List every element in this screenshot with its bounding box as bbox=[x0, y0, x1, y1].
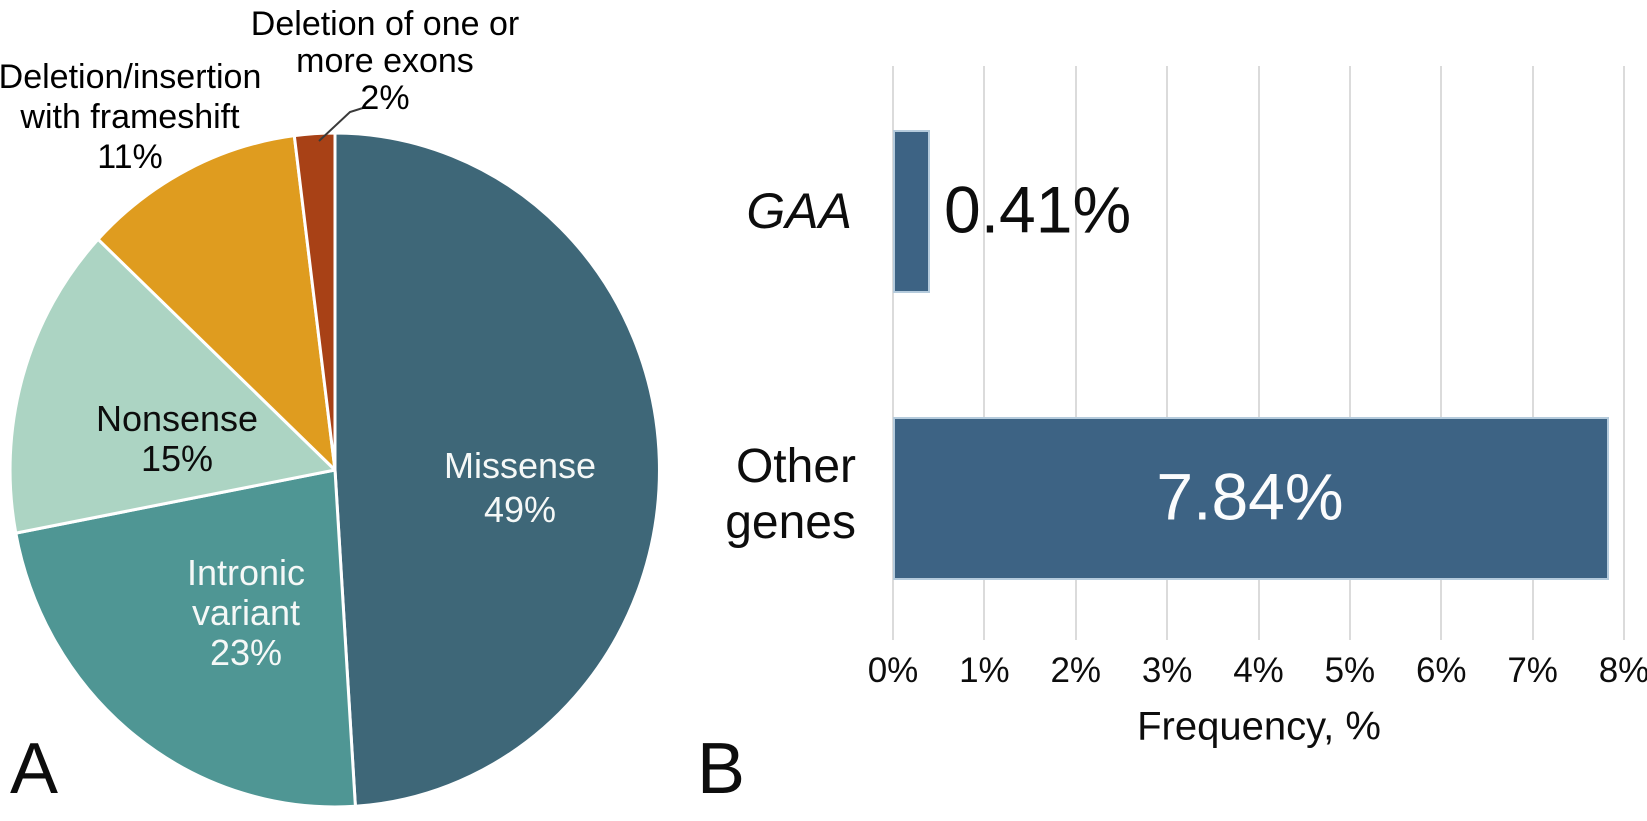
pie-label-line: Missense bbox=[443, 445, 597, 486]
x-tick-label: 0% bbox=[867, 651, 919, 690]
leader-line-2-percent bbox=[318, 106, 367, 142]
x-tick-label: 3% bbox=[1141, 651, 1193, 690]
gridline bbox=[1440, 66, 1443, 640]
pie-label-line: 2% bbox=[360, 79, 410, 117]
pie-slice-deletion-exons bbox=[292, 131, 337, 472]
pie-chart bbox=[8, 106, 661, 809]
gridline bbox=[1166, 66, 1169, 640]
x-tick-label: 1% bbox=[959, 651, 1010, 690]
panel-b-label: B bbox=[697, 729, 746, 809]
x-tick-label: 4% bbox=[1233, 651, 1284, 690]
pie-label-nonsense: Nonsense 15% bbox=[96, 399, 258, 479]
bar-other-genes bbox=[893, 416, 1610, 580]
category-label-other-genes: Other genes bbox=[725, 439, 856, 551]
pie-label-line: Intronic bbox=[186, 552, 306, 593]
x-tick-label: 6% bbox=[1415, 651, 1467, 690]
gridline bbox=[983, 66, 986, 640]
value-label-gaa: 0.41% bbox=[944, 172, 1132, 247]
x-tick-label: 7% bbox=[1507, 651, 1558, 690]
pie-label-line: Nonsense bbox=[95, 398, 259, 439]
x-tick-label: 8% bbox=[1598, 651, 1647, 690]
pie-slice-deletion-insertion-frameshift bbox=[96, 134, 337, 472]
gridline bbox=[892, 66, 894, 640]
bar-gaa bbox=[893, 129, 931, 293]
pie-label-line: 49% bbox=[483, 489, 557, 530]
category-label-line: genes bbox=[725, 496, 856, 549]
pie-label-missense: Missense 49% bbox=[444, 444, 596, 532]
pie-label-deletion-insertion: Deletion/insertion with frameshift 11% bbox=[0, 57, 261, 177]
pie-slice-nonsense bbox=[8, 237, 337, 535]
x-axis-title: Frequency, % bbox=[1137, 704, 1381, 749]
pie-label-line: more exons bbox=[296, 42, 474, 80]
pie-label-line: 11% bbox=[97, 138, 163, 176]
value-label-other-genes: 7.84% bbox=[1156, 459, 1344, 534]
x-tick-label: 5% bbox=[1324, 651, 1376, 690]
gridline bbox=[1623, 66, 1625, 640]
gridline bbox=[1257, 66, 1260, 640]
category-label-gaa: GAA bbox=[746, 183, 852, 239]
panel-a-label: A bbox=[10, 729, 59, 809]
pie-label-line: variant bbox=[191, 592, 301, 633]
pie-label-line: Deletion of one or bbox=[250, 5, 520, 43]
category-label-line: Other bbox=[735, 440, 856, 493]
gridline bbox=[1348, 66, 1351, 640]
gridline bbox=[1074, 66, 1077, 640]
gridline bbox=[1531, 66, 1534, 640]
pie-slice-intronic-variant bbox=[14, 468, 357, 809]
x-tick-label: 2% bbox=[1050, 651, 1102, 690]
pie-slice-missense bbox=[333, 131, 661, 808]
pie-label-line: 23% bbox=[209, 632, 283, 673]
pie-label-line: Deletion/insertion bbox=[0, 58, 262, 96]
pie-label-line: with frameshift bbox=[20, 98, 240, 136]
pie-label-intronic-variant: Intronic variant 23% bbox=[187, 553, 305, 673]
pie-label-deletion-exons: Deletion of one or more exons 2% bbox=[251, 6, 519, 117]
pie-label-line: 15% bbox=[140, 438, 214, 479]
